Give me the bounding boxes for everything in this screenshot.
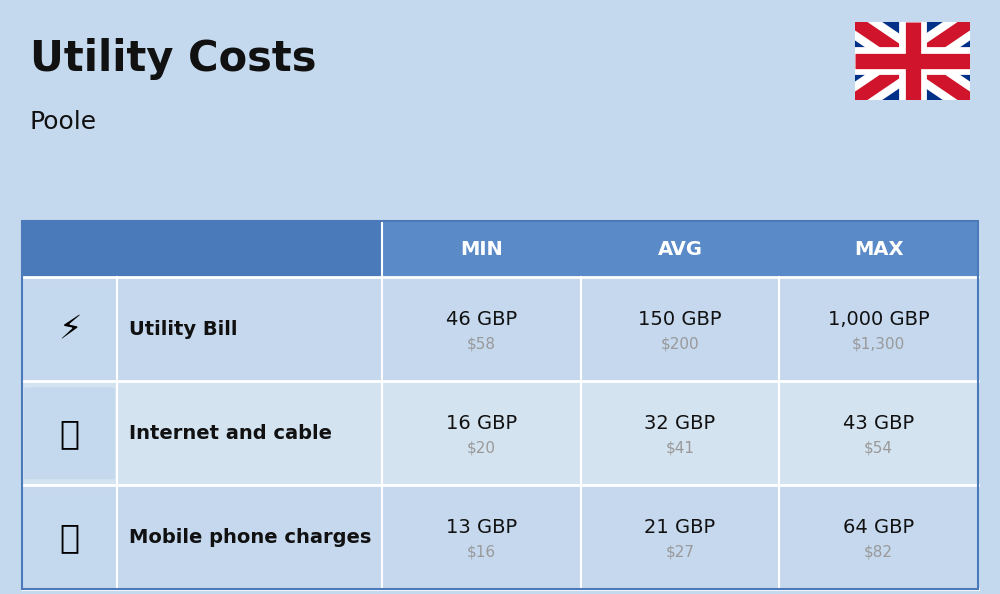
Text: 64 GBP: 64 GBP [843,518,914,537]
FancyBboxPatch shape [24,491,115,583]
Text: MAX: MAX [854,240,903,258]
Text: ⚡: ⚡ [58,313,81,346]
Text: 150 GBP: 150 GBP [638,310,722,329]
Text: 16 GBP: 16 GBP [446,414,517,433]
FancyBboxPatch shape [24,387,115,479]
Text: Utility Costs: Utility Costs [30,38,316,80]
Text: 📱: 📱 [60,521,80,554]
FancyBboxPatch shape [22,381,978,485]
Text: Mobile phone charges: Mobile phone charges [129,528,371,546]
Text: $54: $54 [864,441,893,456]
Text: $200: $200 [661,337,699,352]
FancyBboxPatch shape [22,277,978,381]
Text: Poole: Poole [30,110,97,134]
Text: $20: $20 [467,441,496,456]
Text: 46 GBP: 46 GBP [446,310,517,329]
Text: $58: $58 [467,337,496,352]
FancyBboxPatch shape [22,221,382,277]
Text: Utility Bill: Utility Bill [129,320,238,339]
Text: 📡: 📡 [60,417,80,450]
Text: 1,000 GBP: 1,000 GBP [828,310,929,329]
Text: $1,300: $1,300 [852,337,905,352]
FancyBboxPatch shape [855,22,970,100]
Text: AVG: AVG [658,240,702,258]
Text: Internet and cable: Internet and cable [129,424,332,443]
Text: 32 GBP: 32 GBP [644,414,716,433]
Text: 13 GBP: 13 GBP [446,518,517,537]
Text: $27: $27 [666,545,694,560]
FancyBboxPatch shape [24,283,115,375]
FancyBboxPatch shape [382,221,978,277]
Text: $16: $16 [467,545,496,560]
Text: MIN: MIN [460,240,503,258]
Text: $41: $41 [666,441,694,456]
Text: 21 GBP: 21 GBP [644,518,716,537]
FancyBboxPatch shape [22,485,978,589]
Text: 43 GBP: 43 GBP [843,414,914,433]
Text: $82: $82 [864,545,893,560]
